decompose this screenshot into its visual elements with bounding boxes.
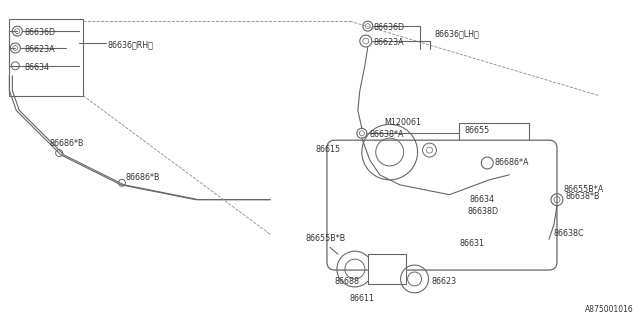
Text: 86634: 86634 — [24, 63, 49, 72]
Bar — [10, 19, 83, 96]
Text: 86615: 86615 — [315, 145, 340, 154]
Text: 86636〈LH〉: 86636〈LH〉 — [435, 29, 479, 38]
Text: 86638C: 86638C — [554, 229, 584, 238]
FancyBboxPatch shape — [327, 140, 557, 270]
Text: 86623A: 86623A — [374, 38, 404, 47]
Text: 86638*B: 86638*B — [566, 192, 600, 201]
Text: 86686*A: 86686*A — [494, 158, 529, 167]
Text: 86636〈RH〉: 86636〈RH〉 — [108, 40, 154, 49]
Text: 86655: 86655 — [465, 126, 490, 135]
Bar — [368, 254, 406, 284]
Text: 86688: 86688 — [335, 277, 360, 286]
Text: 86686*B: 86686*B — [126, 173, 161, 182]
Text: 86638D: 86638D — [467, 207, 499, 216]
Text: 86655B*A: 86655B*A — [564, 185, 604, 194]
Text: 86638*A: 86638*A — [370, 130, 404, 139]
Text: 86655B*B: 86655B*B — [305, 234, 346, 243]
Text: 86636D: 86636D — [24, 28, 56, 37]
Text: 86611: 86611 — [350, 294, 375, 303]
Text: A875001016: A875001016 — [585, 305, 634, 314]
Text: 86634: 86634 — [469, 195, 494, 204]
Text: 86636D: 86636D — [374, 23, 405, 32]
Text: 86623: 86623 — [431, 277, 456, 286]
Bar — [460, 123, 529, 145]
Text: 86686*B: 86686*B — [49, 139, 84, 148]
Text: 86631: 86631 — [460, 239, 484, 248]
Text: M120061: M120061 — [385, 118, 422, 127]
Text: 86623A: 86623A — [24, 45, 55, 54]
